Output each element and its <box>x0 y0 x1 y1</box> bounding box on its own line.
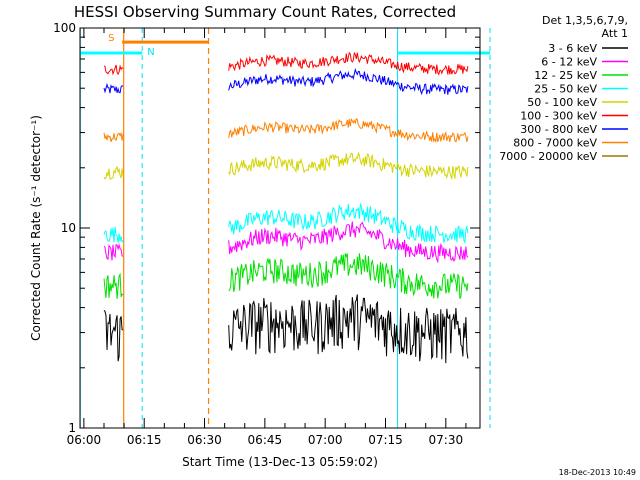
series-3-segment-0 <box>103 165 124 180</box>
x-tick-label-6: 07:30 <box>429 433 464 447</box>
series-2 <box>103 117 469 144</box>
series-4-segment-1 <box>228 202 469 245</box>
night-label: N <box>147 47 154 58</box>
series-0 <box>103 67 469 96</box>
series-6-segment-0 <box>103 272 124 299</box>
x-tick-label-2: 06:30 <box>187 433 222 447</box>
legend-label-0: 3 - 6 keV <box>548 42 597 55</box>
x-tick-label-0: 06:00 <box>67 433 102 447</box>
legend-label-7: 800 - 7000 keV <box>513 137 597 150</box>
series-4 <box>103 202 469 245</box>
series-2-segment-0 <box>103 131 124 143</box>
series-6 <box>103 253 469 299</box>
legend-label-4: 50 - 100 keV <box>527 96 597 109</box>
series-2-segment-1 <box>228 117 469 144</box>
series-0-segment-0 <box>103 82 124 94</box>
saa-label: S <box>108 33 114 44</box>
series-1-segment-1 <box>228 51 469 76</box>
series-5-segment-0 <box>103 243 124 261</box>
legend-label-2: 12 - 25 keV <box>534 69 597 82</box>
x-axis-label: Start Time (13-Dec-13 05:59:02) <box>182 455 378 469</box>
series-5 <box>103 221 469 264</box>
series-0-segment-1 <box>228 67 469 96</box>
timestamp: 18-Dec-2013 10:49 <box>559 468 636 477</box>
x-tick-label-5: 07:15 <box>368 433 403 447</box>
series-1-segment-0 <box>103 64 124 76</box>
series-3 <box>103 151 469 180</box>
legend-header-1: Det 1,3,5,6,7,9, <box>542 14 628 27</box>
legend-label-6: 300 - 800 keV <box>520 123 597 136</box>
x-tick-label-1: 06:15 <box>127 433 162 447</box>
series-3-segment-1 <box>228 151 469 180</box>
y-tick-label-1: 10 <box>61 221 76 235</box>
y-axis-label: Corrected Count Rate (s⁻¹ detector⁻¹) <box>29 115 43 341</box>
series-6-segment-1 <box>228 253 469 299</box>
series-7-segment-1 <box>228 294 469 364</box>
legend-label-8: 7000 - 20000 keV <box>499 150 597 163</box>
legend-label-1: 6 - 12 keV <box>541 56 597 69</box>
plot-area: SN <box>79 28 491 428</box>
y-tick-label-0: 1 <box>68 421 76 435</box>
chart-title: HESSI Observing Summary Count Rates, Cor… <box>74 3 456 21</box>
series-1 <box>103 51 469 76</box>
legend-header-2: Att 1 <box>602 27 628 40</box>
legend-label-5: 100 - 300 keV <box>520 110 597 123</box>
series-5-segment-1 <box>228 221 469 264</box>
legend-label-3: 25 - 50 keV <box>534 83 597 96</box>
series-7 <box>103 294 469 364</box>
y-tick-label-2: 100 <box>53 21 76 35</box>
x-tick-label-4: 07:00 <box>308 433 343 447</box>
series-7-segment-0 <box>103 309 124 362</box>
series-4-segment-0 <box>103 226 124 244</box>
x-tick-label-3: 06:45 <box>248 433 283 447</box>
axes: 1 10 100 06:00 06:15 06:30 06:45 07:00 07:15 07:3… <box>53 21 481 447</box>
